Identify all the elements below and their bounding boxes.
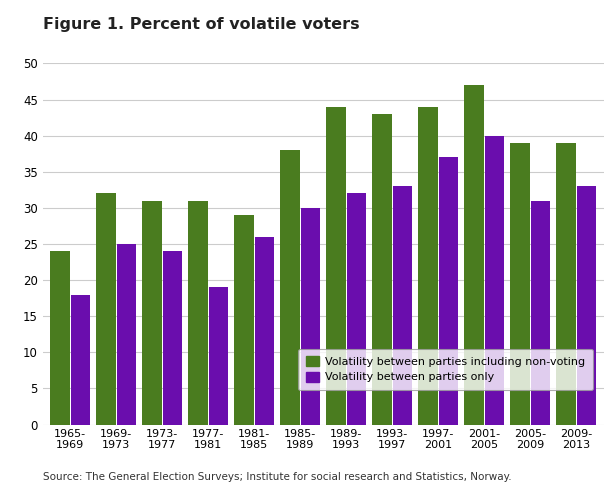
Bar	[439, 157, 458, 425]
Bar	[418, 107, 438, 425]
Bar	[372, 114, 392, 425]
Bar	[254, 237, 274, 425]
Bar	[162, 251, 182, 425]
Bar	[71, 295, 90, 425]
Bar	[188, 201, 208, 425]
Legend: Volatility between parties including non-voting, Volatility between parties only: Volatility between parties including non…	[298, 348, 593, 390]
Bar	[301, 208, 320, 425]
Bar	[511, 143, 530, 425]
Bar	[531, 201, 550, 425]
Bar	[234, 215, 254, 425]
Bar	[96, 193, 116, 425]
Bar	[346, 193, 367, 425]
Bar	[484, 136, 504, 425]
Bar	[392, 186, 412, 425]
Bar	[142, 201, 162, 425]
Text: Source: The General Election Surveys; Institute for social research and Statisti: Source: The General Election Surveys; In…	[43, 472, 511, 482]
Bar	[576, 186, 597, 425]
Bar	[209, 287, 228, 425]
Bar	[117, 244, 136, 425]
Bar	[464, 85, 484, 425]
Bar	[50, 251, 70, 425]
Text: Figure 1. Percent of volatile voters: Figure 1. Percent of volatile voters	[43, 17, 359, 32]
Bar	[280, 150, 300, 425]
Bar	[556, 143, 576, 425]
Bar	[326, 107, 346, 425]
